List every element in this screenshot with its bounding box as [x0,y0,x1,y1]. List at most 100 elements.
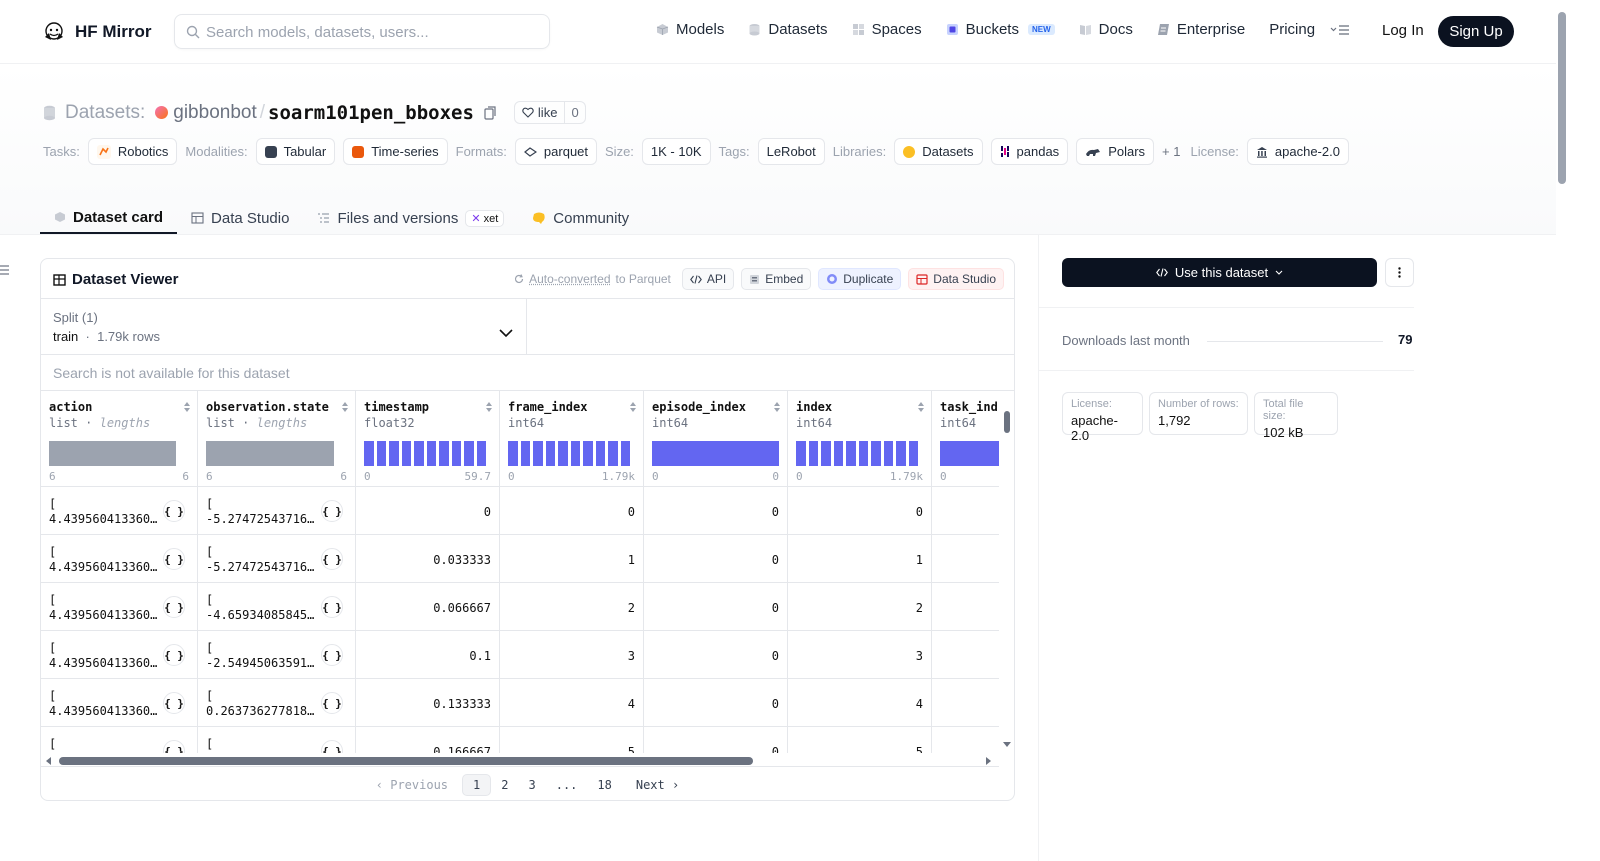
api-button[interactable]: API [681,268,735,290]
col-header-frame-index[interactable]: frame_index int64 0 1.79k [500,391,644,487]
sort-icon[interactable] [917,401,925,413]
tag-parquet[interactable]: parquet [514,138,598,165]
search-box[interactable] [174,14,550,49]
data-studio-button[interactable]: Data Studio [908,268,1004,290]
col-name: task_ind [940,400,998,414]
nav-docs[interactable]: Docs [1079,21,1133,38]
tab-dataset-card[interactable]: Dataset card [40,194,178,234]
menu-icon[interactable] [1330,24,1350,38]
more-options-button[interactable] [1385,258,1414,287]
tag-polars[interactable]: Polars [1076,138,1155,165]
expand-json-icon[interactable]: { } [321,596,343,618]
page-scroll-thumb[interactable] [1558,12,1566,184]
signup-button[interactable]: Sign Up [1438,16,1514,47]
cell-task-index [932,631,999,679]
page-1[interactable]: 1 [462,774,492,796]
col-histogram [796,441,918,466]
login-link[interactable]: Log In [1382,22,1424,39]
split-selector[interactable]: Split (1) train · 1.79k rows [41,299,527,355]
page-2[interactable]: 2 [501,778,509,792]
col-header-task-index[interactable]: task_ind int64 0 [932,391,999,487]
expand-json-icon[interactable]: { } [321,500,343,522]
cell-action: [4.439560413360… { } [41,535,198,583]
tag-lerobot[interactable]: LeRobot [757,138,825,165]
tag-tabular[interactable]: Tabular [255,138,336,165]
scroll-down-icon[interactable] [1002,741,1012,748]
expand-json-icon[interactable]: { } [163,548,185,570]
copy-icon[interactable] [484,105,497,120]
like-button[interactable]: like 0 [513,101,586,124]
more-libraries[interactable]: + 1 [1162,144,1181,159]
nav-pricing[interactable]: Pricing [1269,21,1315,38]
expand-json-icon[interactable]: { } [321,548,343,570]
brand-logo[interactable]: HF Mirror [42,20,152,44]
embed-button[interactable]: Embed [741,268,812,290]
expand-json-icon[interactable]: { } [163,692,185,714]
sort-icon[interactable] [629,401,637,413]
list-preview: -5.27472543716… [206,560,315,574]
col-header-observation-state[interactable]: observation.state list · lengths 6 6 [198,391,356,487]
sort-icon[interactable] [183,401,191,413]
sort-icon[interactable] [773,401,781,413]
col-header-action[interactable]: action list · lengths 6 6 [41,391,198,487]
previous-page-label: Previous [390,778,449,792]
page-18[interactable]: 18 [597,778,612,792]
sort-icon[interactable] [341,401,349,413]
owner-avatar[interactable] [155,106,169,119]
embed-icon [750,274,760,284]
search-input[interactable] [206,21,536,43]
auto-converted-link[interactable]: Auto-converted [529,272,611,286]
scroll-left-icon[interactable] [45,756,52,766]
tab-files[interactable]: Files and versions ✕ xet [303,194,518,234]
page-3[interactable]: 3 [528,778,536,792]
tab-data-studio[interactable]: Data Studio [177,194,303,234]
cell-episode-index: 0 [644,679,788,727]
toc-toggle-icon[interactable] [0,264,9,276]
list-preview: -5.27472543716… [206,512,315,526]
previous-page[interactable]: ‹ Previous [375,778,449,792]
col-header-timestamp[interactable]: timestamp float32 0 59.7 [356,391,500,487]
tag-license[interactable]: apache-2.0 [1246,138,1349,165]
expand-json-icon[interactable]: { } [163,500,185,522]
cell-index: 3 [788,631,932,679]
col-header-episode-index[interactable]: episode_index int64 0 0 [644,391,788,487]
nav-datasets[interactable]: Datasets [748,21,828,38]
nav-models[interactable]: Models [656,21,724,38]
next-page[interactable]: Next › [635,778,680,792]
table-horizontal-scrollbar[interactable] [41,753,999,767]
tag-datasets-lib[interactable]: Datasets [894,138,983,165]
nav-buckets[interactable]: Buckets NEW [946,21,1055,38]
expand-json-icon[interactable]: { } [163,596,185,618]
page-scrollbar[interactable] [1556,0,1568,861]
use-dataset-button[interactable]: Use this dataset [1062,258,1377,287]
scroll-right-icon[interactable] [985,756,992,766]
cell-task-index [932,487,999,535]
tag-time-series[interactable]: Time-series [343,138,448,165]
tag-size[interactable]: 1K - 10K [641,138,711,165]
expand-json-icon[interactable]: { } [321,692,343,714]
expand-json-icon[interactable]: { } [163,644,185,666]
tab-community[interactable]: Community [518,194,643,234]
new-badge: NEW [1027,24,1055,35]
col-type: float32 [364,416,415,430]
col-header-index[interactable]: index int64 0 1.79k [788,391,932,487]
tag-robotics[interactable]: Robotics [87,138,178,165]
nav-spaces[interactable]: Spaces [852,21,922,38]
database-icon [749,24,760,36]
repo-name[interactable]: soarm101pen_bboxes [268,101,474,124]
tab-files-label: Files and versions [337,209,459,227]
sort-icon[interactable] [485,401,493,413]
scroll-thumb[interactable] [59,757,753,765]
scroll-thumb[interactable] [1004,411,1010,433]
expand-json-icon[interactable]: { } [321,740,343,753]
tag-pandas[interactable]: pandas [990,138,1069,165]
expand-json-icon[interactable]: { } [163,740,185,753]
cell-timestamp: 0.033333 [356,535,500,583]
cell-timestamp: 0.166667 [356,727,500,753]
nav-enterprise[interactable]: Enterprise [1157,21,1245,38]
owner-link[interactable]: gibbonbot [173,101,257,123]
expand-json-icon[interactable]: { } [321,644,343,666]
tag-pandas-label: pandas [1016,144,1060,159]
duplicate-button[interactable]: Duplicate [818,268,902,290]
table-vertical-scrollbar[interactable] [1001,391,1013,753]
